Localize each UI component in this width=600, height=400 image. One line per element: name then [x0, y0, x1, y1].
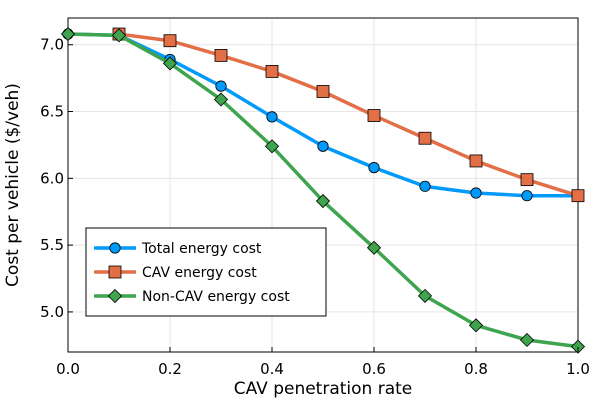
data-point: [468, 318, 484, 333]
x-tick-label: 1.0: [566, 360, 590, 378]
data-point: [213, 92, 229, 107]
y-axis-label: Cost per vehicle ($/veh): [3, 83, 23, 287]
series-layer: [60, 26, 586, 354]
data-point: [265, 65, 279, 78]
data-point: [163, 34, 177, 48]
data-point: [316, 85, 330, 98]
tick-labels: 0.0 0.2 0.4 0.6 0.8 1.0 5.0 5.5 6.0 6.5 7.0: [40, 36, 590, 378]
data-point: [570, 339, 586, 354]
x-tick-label: 0.6: [362, 360, 386, 378]
legend-label: CAV energy cost: [142, 265, 257, 281]
x-tick-label: 0.4: [260, 360, 284, 378]
data-point: [266, 111, 278, 123]
data-point: [520, 173, 534, 187]
y-tick-label: 5.0: [40, 303, 64, 321]
plot-frame: [67, 17, 579, 353]
legend-label: Total energy cost: [141, 241, 262, 257]
data-point: [521, 190, 533, 202]
series-line: [117, 32, 580, 198]
data-point: [162, 56, 178, 71]
data-point: [366, 240, 382, 255]
data-point: [470, 187, 482, 199]
legend-marker: [109, 242, 121, 254]
data-point: [215, 80, 227, 92]
data-point: [419, 180, 431, 192]
series-cav-energy-cost: [112, 27, 585, 203]
data-point: [317, 140, 329, 152]
data-point: [519, 332, 535, 348]
data-point: [214, 49, 228, 62]
data-point: [418, 131, 432, 145]
legend-item: Non-CAV energy cost: [94, 288, 290, 305]
y-tick-label: 5.5: [40, 236, 64, 254]
data-point: [367, 109, 381, 122]
legend-item: Total energy cost: [94, 241, 262, 257]
y-tick-label: 6.5: [40, 103, 64, 121]
data-point: [264, 139, 280, 154]
x-tick-label: 0.8: [464, 360, 488, 378]
series-non-cav-energy-cost: [60, 26, 586, 354]
legend-marker: [107, 288, 123, 304]
data-point: [315, 193, 331, 209]
x-tick-label: 0.2: [158, 360, 182, 378]
data-point: [60, 26, 76, 42]
data-point: [417, 288, 433, 303]
data-point: [571, 189, 585, 203]
y-tick-label: 6.0: [40, 169, 64, 187]
data-point: [469, 154, 483, 168]
legend-marker: [108, 265, 122, 279]
x-axis-label: CAV penetration rate: [234, 379, 413, 399]
legend-label: Non-CAV energy cost: [142, 289, 290, 305]
legend-item: CAV energy cost: [94, 265, 257, 281]
y-tick-label: 7.0: [40, 36, 64, 54]
x-tick-label: 0.0: [56, 360, 80, 378]
data-point: [111, 28, 127, 43]
legend: Total energy cost CAV energy cost Non-CAV …: [85, 227, 327, 317]
data-point: [368, 162, 380, 174]
series-total-energy-cost: [62, 28, 584, 202]
